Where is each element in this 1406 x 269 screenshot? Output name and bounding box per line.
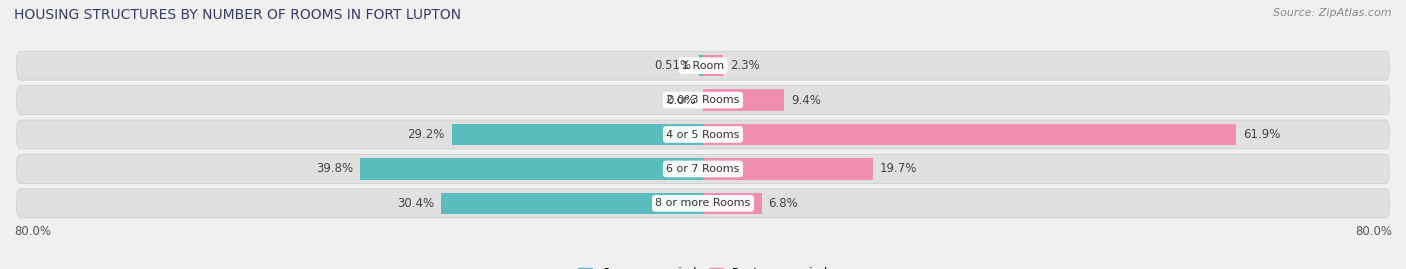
FancyBboxPatch shape (17, 189, 1389, 218)
Bar (703, 193, 762, 214)
Bar (441, 193, 703, 214)
Bar (699, 55, 703, 76)
Text: 1 Room: 1 Room (682, 61, 724, 71)
Text: 39.8%: 39.8% (316, 162, 353, 175)
Text: 29.2%: 29.2% (408, 128, 444, 141)
Text: 8 or more Rooms: 8 or more Rooms (655, 198, 751, 208)
Bar (451, 124, 703, 145)
FancyBboxPatch shape (17, 86, 1389, 115)
Bar (703, 89, 785, 111)
Text: 80.0%: 80.0% (1355, 225, 1392, 238)
Legend: Owner-occupied, Renter-occupied: Owner-occupied, Renter-occupied (578, 267, 828, 269)
Bar (360, 158, 703, 180)
Text: Source: ZipAtlas.com: Source: ZipAtlas.com (1274, 8, 1392, 18)
Text: 9.4%: 9.4% (790, 94, 821, 107)
Text: 6 or 7 Rooms: 6 or 7 Rooms (666, 164, 740, 174)
FancyBboxPatch shape (17, 154, 1389, 183)
FancyBboxPatch shape (17, 120, 1389, 149)
Text: 4 or 5 Rooms: 4 or 5 Rooms (666, 129, 740, 140)
Bar (703, 158, 873, 180)
Bar (703, 124, 1236, 145)
Bar (703, 55, 723, 76)
Text: 30.4%: 30.4% (396, 197, 434, 210)
FancyBboxPatch shape (17, 51, 1389, 80)
Text: 80.0%: 80.0% (14, 225, 51, 238)
Text: 61.9%: 61.9% (1243, 128, 1281, 141)
Text: 6.8%: 6.8% (769, 197, 799, 210)
Text: 2 or 3 Rooms: 2 or 3 Rooms (666, 95, 740, 105)
Text: 19.7%: 19.7% (880, 162, 917, 175)
Text: 0.0%: 0.0% (666, 94, 696, 107)
Text: HOUSING STRUCTURES BY NUMBER OF ROOMS IN FORT LUPTON: HOUSING STRUCTURES BY NUMBER OF ROOMS IN… (14, 8, 461, 22)
Text: 2.3%: 2.3% (730, 59, 759, 72)
Text: 0.51%: 0.51% (655, 59, 692, 72)
